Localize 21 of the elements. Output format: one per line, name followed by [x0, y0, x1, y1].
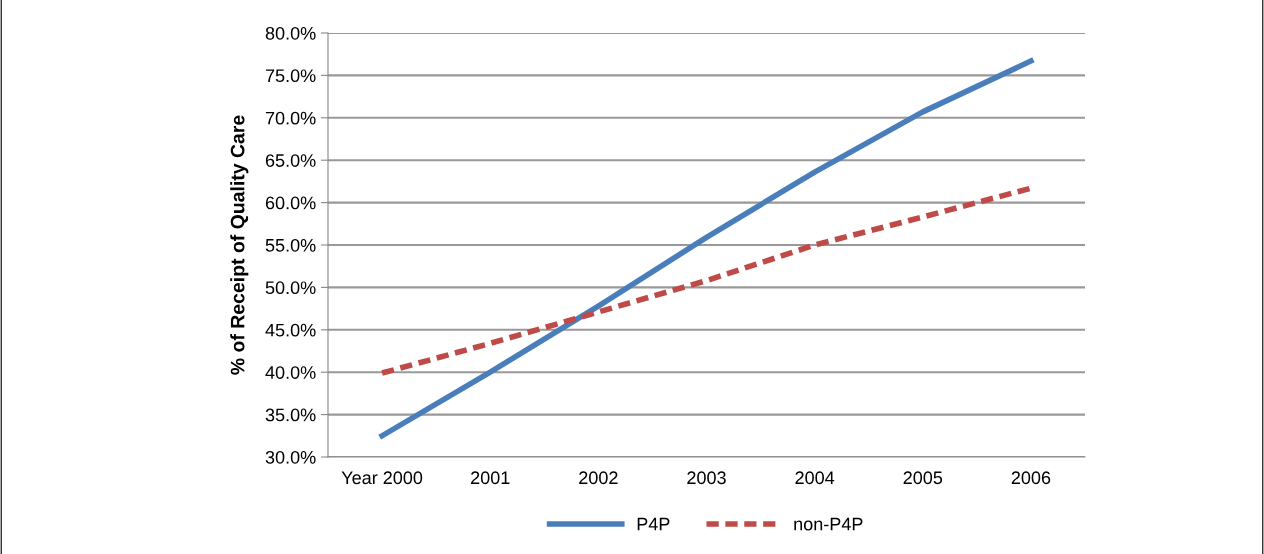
x-tick-label: 2002 — [579, 471, 618, 485]
x-tick-label: 2006 — [1011, 471, 1051, 485]
legend-label: P4P — [637, 517, 670, 531]
y-axis-title: % of Receipt of Quality Care — [230, 115, 249, 375]
x-tick-label: Year 2000 — [341, 471, 423, 485]
x-tick-label: 2005 — [903, 471, 943, 485]
y-tick-label: 55.0% — [265, 238, 316, 252]
y-tick-label: 75.0% — [265, 69, 316, 83]
y-tick-label: 65.0% — [265, 154, 316, 167]
y-tick-label: 50.0% — [265, 281, 316, 295]
legend-label: non-P4P — [794, 517, 863, 531]
y-tick-label: 70.0% — [265, 111, 316, 125]
y-tick-label: 30.0% — [265, 450, 316, 464]
x-tick-label: 2004 — [795, 471, 835, 485]
y-tick-label: 45.0% — [265, 323, 316, 337]
x-tick-label: 2003 — [687, 471, 726, 485]
y-tick-label: 35.0% — [265, 408, 316, 422]
y-tick-label: 60.0% — [265, 196, 316, 210]
y-tick-label: 40.0% — [265, 366, 316, 379]
x-tick-label: 2001 — [471, 471, 510, 485]
y-tick-label: 80.0% — [265, 26, 316, 40]
